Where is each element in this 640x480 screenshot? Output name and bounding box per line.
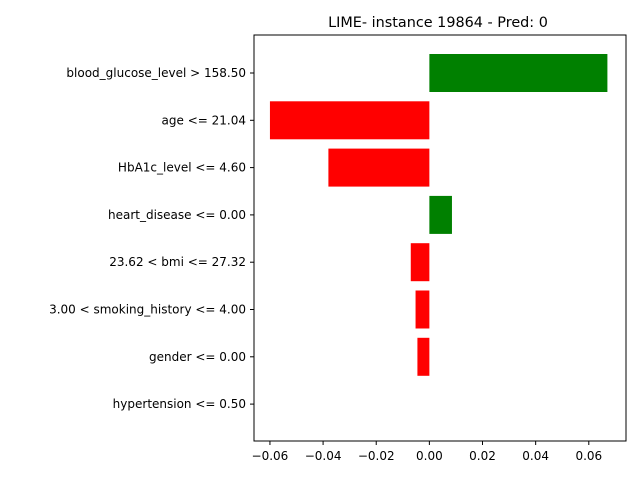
y-tick-label: HbA1c_level <= 4.60: [118, 161, 246, 175]
bar: [328, 148, 430, 187]
x-tick-label: −0.06: [252, 449, 289, 463]
x-tick-label: 0.04: [522, 449, 549, 463]
chart-title: LIME- instance 19864 - Pred: 0: [328, 15, 548, 31]
axes-frame: [253, 34, 627, 442]
bar: [417, 337, 430, 376]
bars-group: [269, 54, 608, 376]
y-tick-label: age <= 21.04: [162, 113, 246, 127]
x-tick-label: −0.02: [358, 449, 395, 463]
y-tick-label: 23.62 < bmi <= 27.32: [109, 255, 246, 269]
x-axis-ticks: −0.06 −0.04 −0.02 0.00 0.02 0.04 0.06: [252, 441, 602, 463]
y-tick-labels: blood_glucose_level > 158.50 age <= 21.04…: [49, 66, 254, 411]
y-tick-label: hypertension <= 0.50: [113, 397, 246, 411]
x-tick-label: −0.04: [305, 449, 342, 463]
x-tick-label: 0.00: [416, 449, 443, 463]
bar: [429, 195, 452, 234]
bar: [415, 290, 430, 329]
x-tick-label: 0.02: [469, 449, 496, 463]
y-tick-label: 3.00 < smoking_history <= 4.00: [49, 303, 246, 317]
bar: [410, 243, 430, 282]
x-tick-label: 0.06: [575, 449, 602, 463]
y-tick-label: blood_glucose_level > 158.50: [66, 66, 246, 80]
bar: [269, 101, 430, 140]
y-tick-label: gender <= 0.00: [149, 350, 246, 364]
y-tick-label: heart_disease <= 0.00: [108, 208, 246, 222]
bar: [429, 54, 608, 92]
